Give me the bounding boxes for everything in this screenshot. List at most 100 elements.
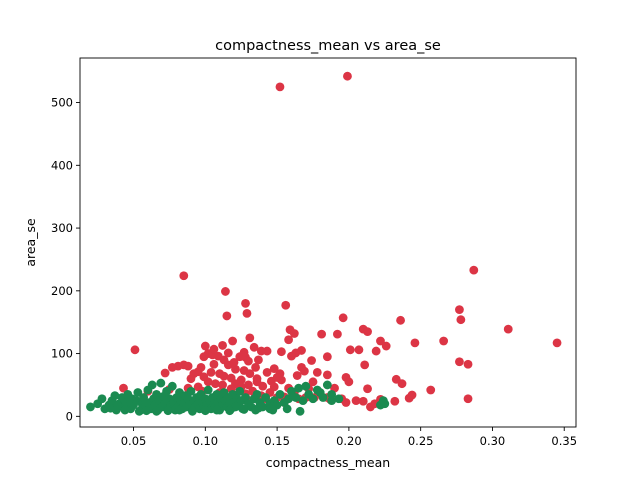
- data-point-s0-53: [360, 360, 370, 370]
- data-point-s0-146: [219, 355, 229, 365]
- y-tick-label: 100: [51, 347, 73, 361]
- data-point-s0-11: [456, 315, 466, 325]
- data-point-s1-122: [380, 399, 390, 409]
- data-point-s1-104: [291, 393, 301, 402]
- data-point-s1-105: [294, 383, 304, 393]
- data-point-s0-26: [410, 338, 420, 348]
- data-point-s0-20: [228, 336, 238, 346]
- data-point-s0-141: [252, 377, 262, 387]
- data-point-s1-31: [156, 378, 166, 388]
- data-point-s0-65: [231, 364, 240, 374]
- data-point-s1-133: [239, 405, 249, 414]
- data-point-s1-0: [86, 402, 95, 412]
- data-point-s0-7: [455, 305, 464, 315]
- data-point-s1-17: [133, 388, 143, 397]
- data-point-s0-16: [363, 327, 372, 337]
- data-point-s1-112: [318, 393, 328, 402]
- data-point-s0-76: [312, 368, 322, 377]
- data-point-s0-73: [262, 368, 272, 377]
- x-axis-label: compactness_mean: [266, 455, 390, 470]
- data-point-s0-23: [376, 336, 385, 346]
- data-point-s0-52: [463, 359, 473, 369]
- data-point-s1-127: [163, 406, 173, 416]
- data-point-s1-138: [113, 401, 123, 411]
- data-point-s0-48: [254, 355, 263, 365]
- data-point-s0-68: [206, 368, 216, 377]
- x-tick-label: 0.25: [408, 434, 434, 448]
- data-point-s1-109: [308, 394, 318, 404]
- data-point-s0-128: [358, 396, 368, 406]
- data-point-s1-130: [200, 406, 210, 416]
- y-axis-ticks: 0 100 200 300 400 500: [51, 96, 80, 423]
- data-point-s1-124: [134, 406, 144, 416]
- data-point-s0-77: [322, 370, 332, 380]
- data-point-s1-131: [212, 405, 222, 415]
- data-point-s0-125: [407, 390, 417, 400]
- y-tick-label: 200: [51, 284, 73, 298]
- data-point-s0-149: [186, 374, 196, 384]
- data-point-s0-51: [455, 357, 464, 367]
- data-point-s0-2: [469, 265, 479, 275]
- data-point-s0-63: [269, 364, 279, 374]
- data-point-s1-86: [235, 386, 245, 396]
- data-point-s1-106: [298, 396, 308, 406]
- data-point-s1-129: [188, 406, 197, 416]
- y-axis-label: area_se: [23, 218, 38, 267]
- data-point-s0-78: [292, 371, 302, 380]
- data-point-s0-4: [221, 287, 230, 296]
- data-point-s0-32: [256, 346, 266, 356]
- data-point-s0-1: [275, 82, 285, 92]
- series-1: [86, 378, 390, 416]
- data-point-s0-75: [299, 366, 309, 376]
- x-axis-ticks: 0.05 0.10 0.15 0.20 0.25 0.30 0.35: [121, 427, 577, 448]
- data-point-s1-107: [301, 381, 311, 391]
- data-point-s0-8: [242, 309, 252, 318]
- data-point-s0-142: [272, 373, 282, 382]
- data-point-s0-35: [345, 345, 355, 355]
- data-point-s1-115: [295, 406, 305, 416]
- data-point-s0-10: [338, 313, 348, 323]
- data-point-s1-125: [142, 406, 151, 416]
- data-point-s1-103: [287, 386, 296, 396]
- x-tick-label: 0.05: [121, 434, 147, 448]
- data-point-s0-89: [397, 379, 407, 389]
- data-point-s0-29: [218, 341, 227, 350]
- data-point-s0-24: [439, 336, 449, 346]
- data-point-s0-101: [426, 385, 436, 395]
- data-point-s1-39: [167, 381, 177, 391]
- data-point-s0-92: [218, 380, 227, 390]
- data-point-s0-5: [241, 298, 250, 308]
- data-point-s1-102: [284, 394, 293, 404]
- data-point-s1-35: [162, 386, 171, 396]
- data-point-s0-36: [354, 345, 364, 355]
- data-point-s0-144: [238, 351, 248, 360]
- data-point-s0-0: [343, 71, 352, 81]
- data-point-s0-40: [223, 348, 233, 358]
- data-point-s0-87: [308, 377, 318, 387]
- data-point-s1-119: [334, 394, 344, 404]
- data-point-s0-9: [222, 311, 232, 321]
- data-point-s1-135: [268, 405, 278, 415]
- data-point-s0-72: [245, 369, 255, 379]
- data-point-s0-110: [119, 383, 128, 393]
- data-point-s0-12: [396, 315, 405, 325]
- data-point-s0-81: [219, 371, 229, 381]
- data-point-s0-18: [317, 329, 327, 339]
- data-point-s0-132: [341, 398, 351, 407]
- y-tick-label: 300: [51, 221, 73, 235]
- data-point-s0-94: [244, 380, 253, 390]
- data-point-s0-50: [322, 352, 332, 362]
- data-point-s0-28: [200, 341, 210, 351]
- y-tick-label: 400: [51, 158, 73, 172]
- data-point-s0-45: [199, 352, 209, 362]
- data-point-s0-37: [371, 346, 381, 356]
- data-point-s0-91: [210, 379, 220, 389]
- data-point-s1-114: [327, 396, 337, 406]
- data-point-s0-126: [463, 394, 473, 404]
- x-tick-label: 0.10: [193, 434, 219, 448]
- data-point-s0-22: [284, 335, 293, 345]
- data-point-s0-145: [209, 344, 219, 354]
- data-point-s0-54: [307, 356, 316, 365]
